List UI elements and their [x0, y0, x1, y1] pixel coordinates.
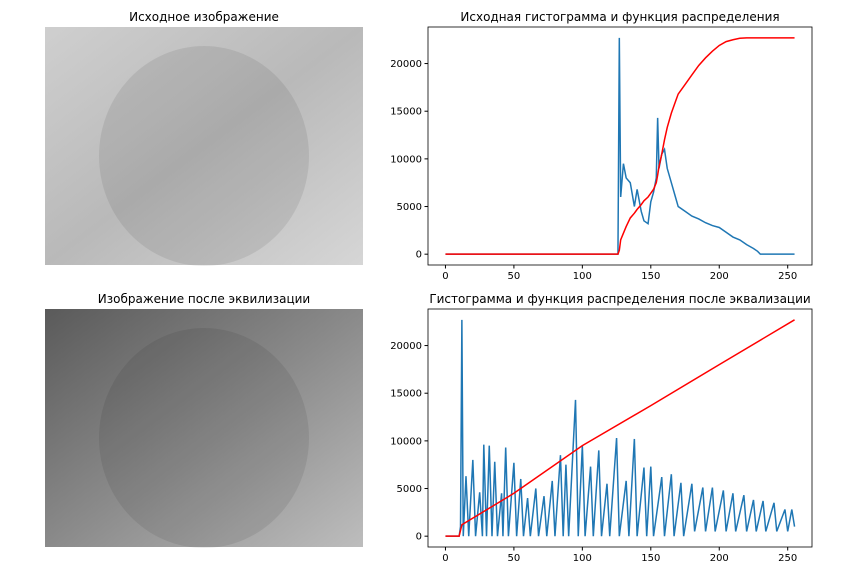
y-tick-label: 10000 — [390, 436, 422, 447]
y-tick-label: 15000 — [390, 389, 422, 400]
line-series — [445, 37, 795, 255]
x-tick-label: 150 — [641, 271, 660, 282]
x-tick-label: 100 — [573, 271, 592, 282]
x-tick-label: 150 — [641, 553, 660, 564]
y-tick-label: 0 — [416, 532, 422, 543]
image-title: Изображение после эквилизации — [98, 292, 310, 306]
image-subject — [99, 328, 309, 548]
chart-title: Исходная гистограмма и функция распредел… — [460, 10, 779, 24]
x-tick-label: 0 — [442, 271, 448, 282]
y-tick-label: 5000 — [397, 484, 422, 495]
y-tick-label: 0 — [416, 250, 422, 261]
x-tick-label: 50 — [508, 271, 521, 282]
x-tick-label: 200 — [710, 553, 729, 564]
y-tick-label: 5000 — [397, 202, 422, 213]
plot-frame — [427, 308, 813, 548]
image — [45, 309, 363, 547]
x-tick-label: 200 — [710, 271, 729, 282]
x-tick-label: 250 — [778, 271, 797, 282]
line-series — [445, 37, 795, 255]
line-series — [445, 319, 796, 537]
x-tick-label: 0 — [442, 553, 448, 564]
x-tick-label: 250 — [778, 553, 797, 564]
x-tick-label: 50 — [508, 553, 521, 564]
y-tick-label: 20000 — [390, 341, 422, 352]
x-tick-label: 100 — [573, 553, 592, 564]
y-tick-label: 10000 — [390, 154, 422, 165]
plot-frame — [427, 26, 813, 266]
y-tick-label: 20000 — [390, 59, 422, 70]
image-subject — [99, 46, 309, 266]
line-series — [445, 319, 795, 537]
image — [45, 27, 363, 265]
chart-title: Гистограмма и функция распределения посл… — [429, 292, 810, 306]
y-tick-label: 15000 — [390, 107, 422, 118]
image-title: Исходное изображение — [129, 10, 279, 24]
